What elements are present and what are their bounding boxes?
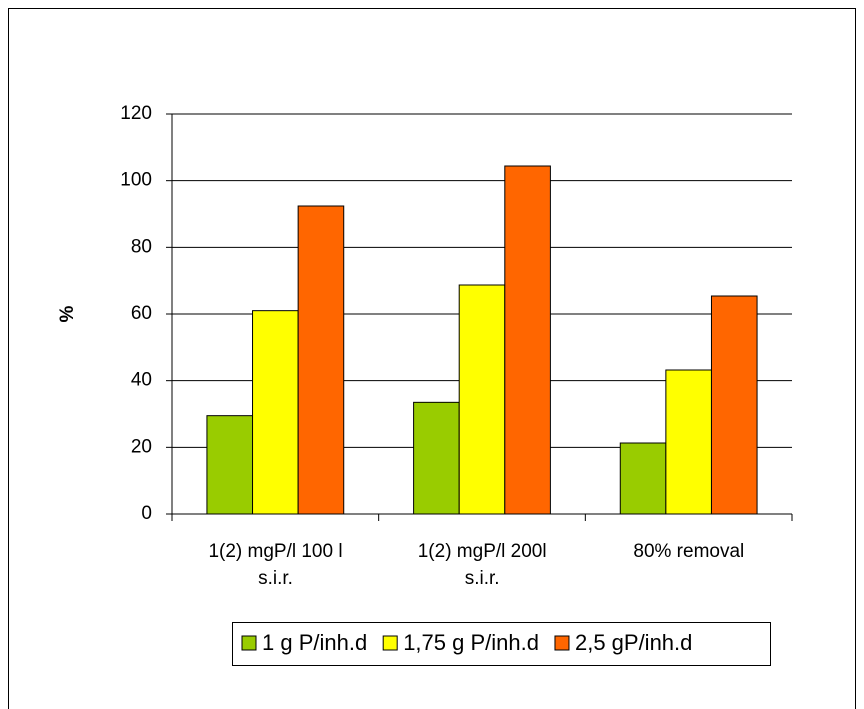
- legend-box: [232, 622, 771, 666]
- y-tick-label: 20: [131, 436, 152, 457]
- legend-swatch: [241, 635, 257, 651]
- x-tick-label: 1(2) mgP/l 100 l s.i.r.: [208, 541, 343, 589]
- legend-swatch: [382, 635, 398, 651]
- y-tick-label: 100: [120, 170, 152, 191]
- bar: [297, 205, 345, 515]
- x-tick-label: 80% removal: [633, 541, 745, 562]
- y-tick-label: 120: [120, 103, 152, 124]
- legend-label: 1,75 g P/inh.d: [403, 630, 539, 655]
- chart-border: [8, 8, 856, 709]
- bar: [458, 284, 506, 515]
- legend-label: 1 g P/inh.d: [262, 630, 367, 655]
- x-tick-label: 1(2) mgP/l 200l s.i.r.: [417, 541, 547, 589]
- legend: 1 g P/inh.d 1,75 g P/inh.d 2,5 gP/inh.d: [232, 622, 771, 666]
- bar: [665, 369, 712, 515]
- y-tick-label: 0: [141, 503, 152, 524]
- bar: [619, 442, 667, 515]
- y-tick-label: 80: [131, 236, 152, 257]
- y-tick-label: 40: [131, 370, 152, 391]
- bar: [504, 165, 551, 515]
- y-axis-label: %: [57, 305, 78, 322]
- bar: [206, 415, 254, 515]
- bar: [252, 310, 299, 515]
- y-tick-label: 60: [131, 303, 152, 324]
- bar: [710, 295, 758, 515]
- legend-swatch: [554, 635, 570, 651]
- legend-label: 2,5 gP/inh.d: [575, 630, 692, 655]
- bar: [413, 401, 460, 515]
